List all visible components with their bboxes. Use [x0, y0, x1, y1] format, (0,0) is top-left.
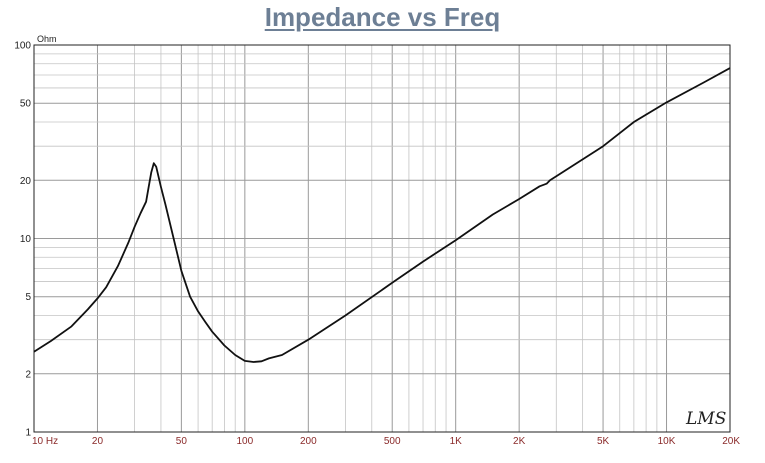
x-tick-label: 10 Hz — [32, 436, 58, 447]
x-tick-label: 50 — [176, 436, 188, 447]
series-group — [33, 67, 731, 363]
y-tick-label: 10 — [20, 234, 32, 245]
y-tick-label: 2 — [25, 369, 31, 380]
y-tick-label: 1 — [25, 428, 31, 439]
plot-frame — [33, 44, 731, 433]
x-tick-label: 500 — [384, 436, 401, 447]
x-tick-label: 20 — [92, 436, 104, 447]
x-tick-label: 5K — [597, 436, 610, 447]
y-axis-ticks: 1 2 5 10 20 50 100 — [14, 41, 31, 439]
x-tick-label: 2K — [513, 436, 526, 447]
lms-logo: LMS — [685, 409, 726, 429]
y-axis-unit-label: Ohm — [37, 34, 57, 44]
x-axis-ticks: 10 Hz 20 50 100 200 500 1K 2K 5K 10K 20K — [32, 436, 740, 447]
x-tick-label: 1K — [450, 436, 463, 447]
y-tick-label: 100 — [14, 41, 31, 52]
x-tick-label: 100 — [236, 436, 253, 447]
y-tick-label: 20 — [20, 176, 32, 187]
impedance-curve — [33, 67, 731, 363]
x-tick-label: 10K — [658, 436, 676, 447]
x-tick-label: 200 — [300, 436, 317, 447]
y-tick-label: 5 — [25, 292, 31, 303]
chart-title: Impedance vs Freq — [264, 2, 501, 32]
x-tick-label: 20K — [722, 436, 740, 447]
y-tick-label: 50 — [20, 99, 32, 110]
chart-grid — [33, 44, 731, 433]
